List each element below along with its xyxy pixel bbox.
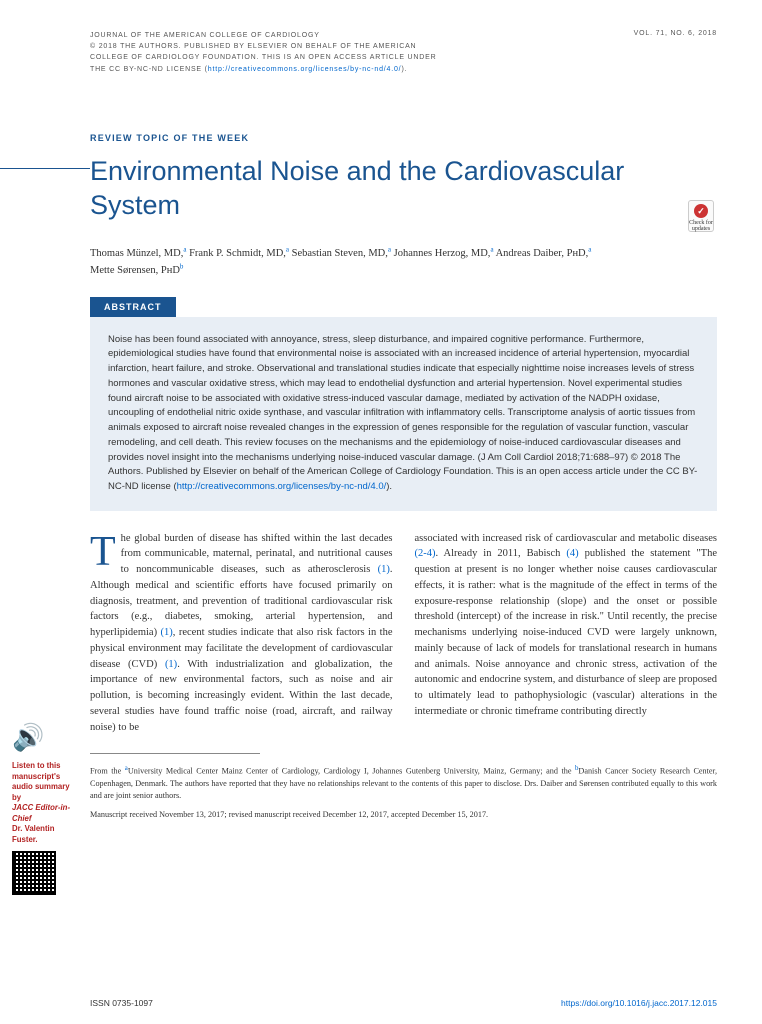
journal-name: JOURNAL OF THE AMERICAN COLLEGE OF CARDI… — [90, 30, 436, 41]
qr-code-icon[interactable] — [12, 851, 56, 895]
author: Sebastian Steven, MD,a — [292, 248, 391, 259]
manuscript-dates: Manuscript received November 13, 2017; r… — [90, 810, 717, 819]
abstract-box: ABSTRACT Noise has been found associated… — [90, 297, 717, 511]
author: Thomas Münzel, MD,a — [90, 248, 186, 259]
author: Johannes Herzog, MD,a — [394, 248, 494, 259]
authors-list: Thomas Münzel, MD,a Frank P. Schmidt, MD… — [90, 244, 717, 279]
footer-row: ISSN 0735-1097 https://doi.org/10.1016/j… — [90, 998, 717, 1008]
column-left: The global burden of disease has shifted… — [90, 531, 393, 736]
ref-link[interactable]: (1) — [161, 627, 173, 638]
doi-link[interactable]: https://doi.org/10.1016/j.jacc.2017.12.0… — [561, 998, 717, 1008]
section-label: REVIEW TOPIC OF THE WEEK — [90, 133, 717, 143]
ref-link[interactable]: (2-4) — [415, 548, 436, 559]
abstract-body: Noise has been found associated with ann… — [90, 317, 717, 511]
volume-info: VOL. 71, NO. 6, 2018 — [634, 30, 717, 75]
page: JOURNAL OF THE AMERICAN COLLEGE OF CARDI… — [0, 0, 762, 839]
author: Andreas Daiber, PʜD,a — [496, 248, 592, 259]
footnote-rule — [90, 753, 260, 754]
copyright-line-2: COLLEGE OF CARDIOLOGY FOUNDATION. THIS I… — [90, 52, 436, 63]
copyright-line-3: THE CC BY-NC-ND LICENSE (http://creative… — [90, 64, 436, 75]
speaker-icon[interactable]: 🔊 — [12, 720, 80, 755]
license-link[interactable]: http://creativecommons.org/licenses/by-n… — [208, 66, 402, 73]
audio-text-2: audio summary by — [12, 782, 80, 803]
header-left: JOURNAL OF THE AMERICAN COLLEGE OF CARDI… — [90, 30, 436, 75]
abstract-label: ABSTRACT — [90, 297, 176, 317]
abstract-license-link[interactable]: http://creativecommons.org/licenses/by-n… — [177, 481, 387, 492]
check-updates-badge[interactable]: ✓ Check for updates — [688, 200, 714, 232]
header-meta: JOURNAL OF THE AMERICAN COLLEGE OF CARDI… — [90, 30, 717, 75]
ref-link[interactable]: (4) — [566, 548, 578, 559]
column-right: associated with increased risk of cardio… — [415, 531, 718, 736]
audio-text-3: JACC Editor-in-Chief — [12, 803, 80, 824]
issn: ISSN 0735-1097 — [90, 998, 153, 1008]
dropcap: T — [90, 531, 121, 572]
ref-link[interactable]: (1) — [378, 564, 390, 575]
article-title: Environmental Noise and the Cardiovascul… — [90, 155, 717, 223]
bookmark-icon: ✓ — [694, 204, 708, 218]
audio-summary-sidebar: 🔊 Listen to this manuscript's audio summ… — [12, 720, 80, 895]
body-columns: The global burden of disease has shifted… — [90, 531, 717, 736]
audio-text-1: Listen to this manuscript's — [12, 761, 80, 782]
audio-text-4: Dr. Valentin Fuster. — [12, 824, 80, 845]
affiliation-footnote: From the aUniversity Medical Center Main… — [90, 764, 717, 801]
ref-link[interactable]: (1) — [165, 659, 177, 670]
author: Frank P. Schmidt, MD,a — [189, 248, 289, 259]
copyright-line-1: © 2018 THE AUTHORS. PUBLISHED BY ELSEVIE… — [90, 41, 436, 52]
left-rule — [0, 168, 90, 169]
author: Mette Sørensen, PʜDb — [90, 265, 183, 276]
